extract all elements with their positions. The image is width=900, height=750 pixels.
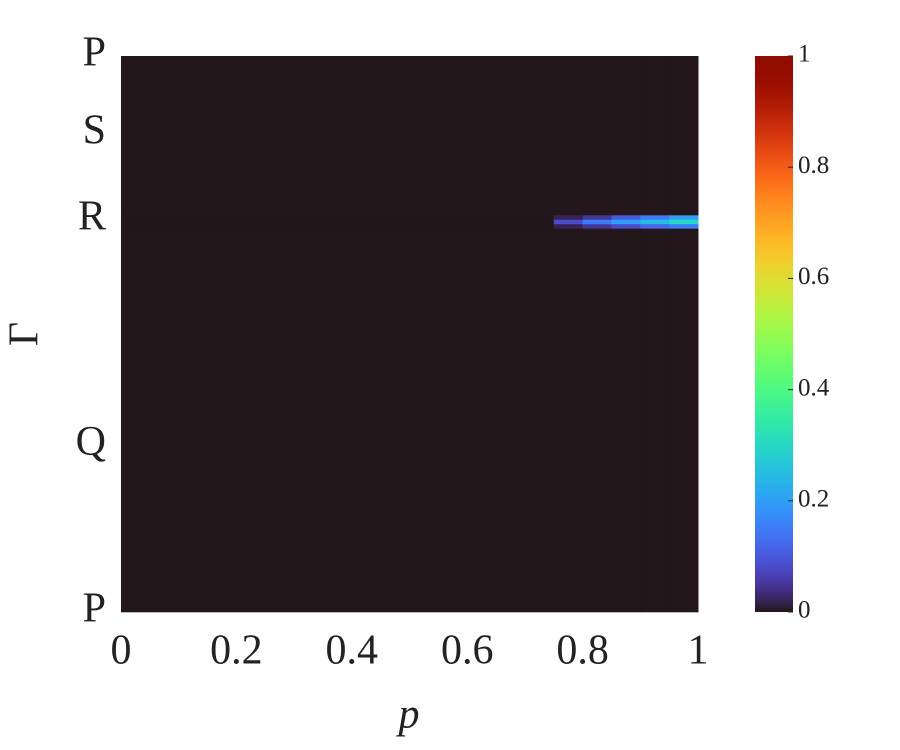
y-tick-label: Q [76, 419, 106, 465]
heatmap-cell [611, 56, 641, 216]
heatmap-cell [669, 219, 699, 225]
colorbar-tick-label: 0.2 [798, 486, 829, 513]
y-tick-label: R [78, 194, 106, 240]
x-tick-label: 0.8 [556, 628, 609, 674]
y-tick-label: S [83, 107, 106, 153]
heatmap-cell [640, 56, 670, 216]
heatmap-cell [121, 215, 555, 220]
heatmap-cell [611, 228, 641, 613]
y-tick-label: P [83, 586, 106, 632]
x-tick-label: 0.6 [441, 628, 494, 674]
heatmap-cell [669, 223, 699, 229]
colorbar [755, 56, 793, 612]
heatmap-cell [553, 228, 584, 613]
x-axis-label: p [396, 692, 420, 738]
colorbar-tick-label: 0 [798, 597, 811, 624]
heatmap-cell [582, 219, 612, 225]
heatmap-cell [640, 215, 670, 220]
x-tick-label: 1 [688, 628, 709, 674]
heatmap-cell [121, 228, 555, 613]
x-tick-label: 0 [111, 628, 132, 674]
heatmap-cell [582, 228, 612, 613]
colorbar-tick-label: 0.8 [798, 152, 829, 179]
x-tick-label: 0.4 [326, 628, 379, 674]
heatmap-cell [611, 215, 641, 220]
heatmap-cell [553, 56, 584, 216]
heatmap-cell [582, 223, 612, 229]
heatmap-cell [669, 215, 699, 220]
colorbar-tick-label: 0.6 [798, 263, 829, 290]
heatmap-cell [669, 56, 699, 216]
heatmap-cell [640, 223, 670, 229]
y-tick-label: P [83, 30, 106, 76]
heatmap-cell [553, 215, 584, 220]
heatmap-cell [640, 219, 670, 225]
heatmap-cell [640, 228, 670, 613]
heatmap-cell [582, 215, 612, 220]
heatmap-cell [611, 223, 641, 229]
heatmap-cell [582, 56, 612, 216]
heatmap-cell [121, 223, 555, 229]
heatmap-cell [611, 219, 641, 225]
heatmap-cell [553, 223, 584, 229]
colorbar-tick-label: 1 [798, 41, 811, 68]
heatmap-cell [669, 228, 699, 613]
colorbar-tick-label: 0.4 [798, 374, 830, 401]
heatmap-cell [121, 56, 555, 216]
y-axis-label: Γ [2, 322, 48, 346]
heatmap-cell [121, 219, 555, 225]
x-tick-label: 0.2 [210, 628, 263, 674]
heatmap-cell [553, 219, 584, 225]
